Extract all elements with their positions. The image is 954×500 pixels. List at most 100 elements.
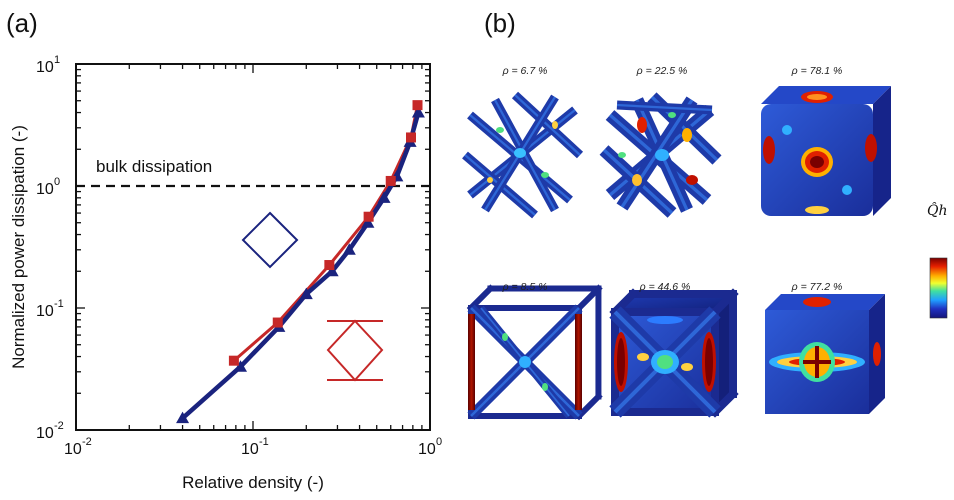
cube-edge	[574, 284, 603, 313]
y-tick-exponent: 1	[54, 54, 60, 66]
triangle-point	[325, 264, 339, 277]
y-tick-label: 10	[36, 59, 54, 76]
triangle-point	[411, 106, 425, 118]
y-tick-label: 10	[36, 425, 54, 442]
y-tick-label: 10	[36, 181, 54, 198]
stress-hotspot	[807, 94, 827, 100]
stress-hotspot	[810, 156, 824, 168]
stress-hotspot	[542, 383, 548, 391]
y-axis-label: Normalized power dissipation (-)	[9, 125, 28, 369]
stress-hotspot	[618, 152, 626, 158]
red-strut	[468, 314, 475, 410]
square-point	[405, 132, 416, 143]
series-line	[181, 111, 421, 420]
lattice-structure	[599, 92, 722, 218]
stress-hotspot	[682, 128, 692, 142]
square-point	[412, 100, 423, 111]
axis-ticks: 10 -2 10 -1 10 010 -210 -110 010 1	[36, 54, 442, 458]
lattice-structure	[765, 294, 885, 414]
cube-top-face	[615, 294, 733, 312]
density-label: ρ = 44.6 %	[639, 281, 691, 293]
x-tick-exponent: -1	[259, 436, 269, 448]
stress-hotspot	[668, 112, 676, 118]
lattice-structures: ρ = 6.7 % ρ = 22.5 % ρ = 78.1 % ρ = 8.5 % ρ …	[462, 65, 891, 421]
triangle-point	[361, 216, 375, 228]
diamond-cell-icon	[241, 211, 299, 269]
x-tick-exponent: -2	[82, 436, 92, 448]
stress-hotspot	[865, 134, 877, 162]
x-tick-label: 10	[64, 441, 82, 458]
stress-hotspot	[647, 316, 683, 324]
stress-hotspot	[519, 356, 531, 368]
y-tick-exponent: 0	[54, 176, 60, 188]
stress-hotspot	[637, 353, 649, 361]
stress-hotspot	[782, 125, 792, 135]
lattice-structure	[462, 91, 584, 219]
series-group	[176, 100, 425, 424]
stress-hotspot	[803, 297, 831, 307]
series-line	[232, 104, 419, 362]
y-tick-exponent: -2	[54, 420, 64, 432]
plot-frame	[75, 63, 431, 431]
square-point	[363, 211, 374, 222]
lattice-structure	[761, 86, 891, 216]
red-strut	[575, 314, 582, 410]
colorbar-label: Q̂h	[927, 201, 948, 219]
y-tick-label: 10	[36, 303, 54, 320]
y-tick-exponent: -1	[54, 298, 64, 310]
x-tick-label: 10	[241, 441, 259, 458]
stress-hotspot	[632, 174, 642, 186]
bulk-dissipation-label: bulk dissipation	[96, 157, 212, 176]
stress-hotspot	[681, 363, 693, 371]
triangle-point	[176, 411, 190, 424]
cube-side-face	[873, 86, 891, 216]
lattice-structure	[466, 284, 603, 421]
triangle-point	[299, 287, 313, 300]
x-axis-label: Relative density (-)	[182, 473, 324, 492]
triangle-point	[234, 360, 248, 372]
stress-hotspot	[805, 206, 829, 214]
cube-edge	[709, 288, 739, 318]
square-point	[272, 317, 283, 328]
density-label: ρ = 77.2 %	[791, 281, 843, 293]
square-point	[228, 355, 239, 366]
x-tick-exponent: 0	[436, 436, 442, 448]
cube-edge	[574, 392, 603, 421]
stress-hotspot	[514, 148, 526, 158]
square-point	[324, 260, 335, 271]
triangle-point	[377, 191, 391, 203]
diamond-capped-cell-icon	[326, 319, 384, 382]
stress-hotspot	[496, 127, 504, 133]
stress-hotspot	[686, 175, 698, 185]
stress-hotspot	[655, 149, 669, 161]
colorbar: Q̂h	[927, 201, 948, 319]
lattice-structure	[609, 288, 739, 418]
stress-hotspot	[873, 342, 881, 366]
stress-hotspot	[705, 338, 713, 386]
cube-edge	[466, 284, 495, 313]
stress-hotspot	[552, 121, 558, 129]
stress-hotspot	[637, 117, 647, 133]
stress-hotspot	[502, 333, 508, 341]
bulk-dissipation-reference: bulk dissipation	[76, 157, 430, 188]
stress-hotspot	[763, 136, 775, 164]
density-label: ρ = 78.1 %	[791, 65, 843, 77]
cube-side-face	[715, 294, 733, 412]
x-tick-label: 10	[418, 441, 436, 458]
square-point	[385, 175, 396, 186]
strut-highlight	[616, 103, 713, 112]
strut-highlight	[514, 94, 581, 156]
stress-hotspot	[617, 338, 625, 386]
power-dissipation-chart: 10 -2 10 -1 10 010 -210 -110 010 1 bulk dissipati…	[9, 54, 442, 492]
stress-hotspot	[842, 185, 852, 195]
panel-b-label: (b)	[484, 8, 516, 38]
density-label: ρ = 6.7 %	[502, 65, 548, 77]
density-label: ρ = 8.5 %	[502, 281, 548, 293]
stress-hotspot	[487, 177, 493, 183]
density-label: ρ = 22.5 %	[636, 65, 688, 77]
stress-hotspot	[541, 172, 549, 178]
triangle-point	[342, 243, 356, 255]
stress-hotspot	[657, 355, 673, 369]
colorbar-gradient	[929, 257, 948, 319]
